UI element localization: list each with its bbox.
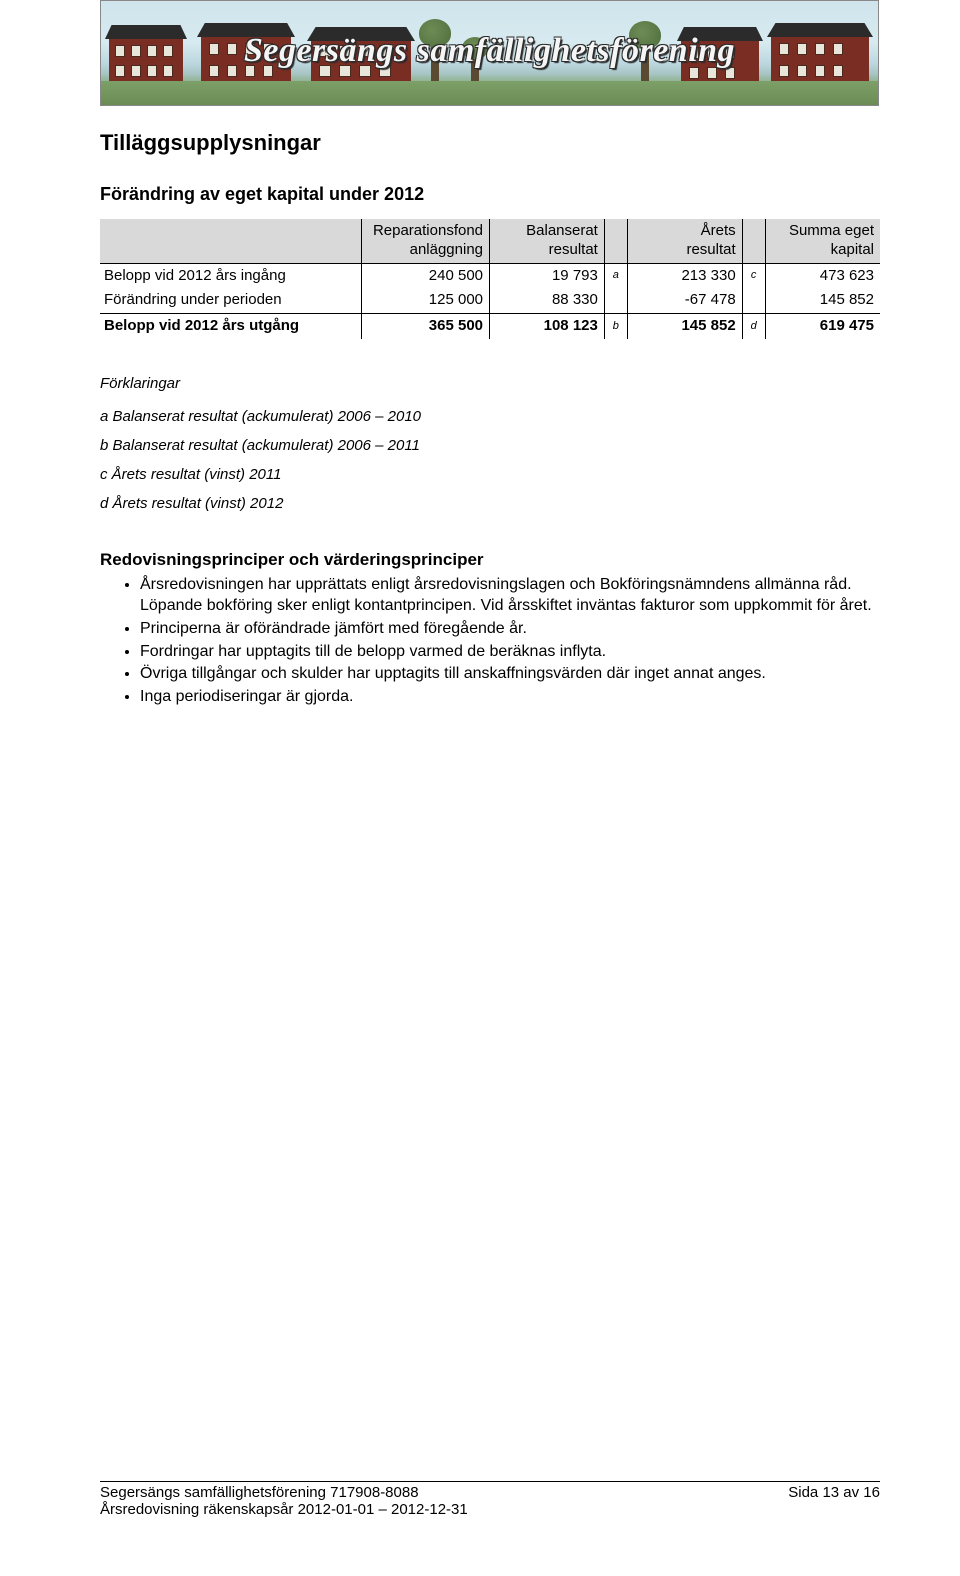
- banner-grass: [101, 81, 878, 105]
- row-label: Belopp vid 2012 års utgång: [100, 314, 361, 339]
- table-header-note: [604, 219, 627, 263]
- table-row: Belopp vid 2012 års ingång 240 500 19 79…: [100, 263, 880, 288]
- cell-value: 145 852: [627, 314, 742, 339]
- table-header-label: Summa egetkapital: [789, 222, 874, 260]
- footer-page-suffix: av 16: [839, 1484, 880, 1501]
- principles-block: Redovisningsprinciper och värderingsprin…: [100, 550, 880, 708]
- cell-value: 473 623: [765, 263, 880, 288]
- table-header: Åretsresultat: [627, 219, 742, 263]
- table-header-row: Reparationsfondanläggning Balanseratresu…: [100, 219, 880, 263]
- cell-value: 213 330: [627, 263, 742, 288]
- footer-page-number: 13: [822, 1484, 839, 1501]
- cell-value: 365 500: [361, 314, 490, 339]
- row-label: Förändring under perioden: [100, 288, 361, 313]
- table-header-empty: [100, 219, 361, 263]
- cell-note: b: [604, 314, 627, 339]
- list-item: Övriga tillgångar och skulder har upptag…: [140, 663, 880, 685]
- banner-title: Segersängs samfällighetsförening: [244, 32, 735, 70]
- footer-left: Segersängs samfällighetsförening 717908-…: [100, 1484, 468, 1518]
- cell-note: a: [604, 263, 627, 288]
- cell-note: [604, 288, 627, 313]
- equity-change-table: Reparationsfondanläggning Balanseratresu…: [100, 219, 880, 339]
- cell-value: 240 500: [361, 263, 490, 288]
- list-item: Fordringar har upptagits till de belopp …: [140, 641, 880, 663]
- table-row: Förändring under perioden 125 000 88 330…: [100, 288, 880, 313]
- cell-value: 125 000: [361, 288, 490, 313]
- explanation-item: b Balanserat resultat (ackumulerat) 2006…: [100, 437, 880, 454]
- explanations-block: Förklaringar a Balanserat resultat (acku…: [100, 375, 880, 512]
- cell-value: 88 330: [490, 288, 605, 313]
- list-item: Inga periodiseringar är gjorda.: [140, 686, 880, 708]
- principles-list: Årsredovisningen har upprättats enligt å…: [100, 574, 880, 708]
- explanation-item: d Årets resultat (vinst) 2012: [100, 495, 880, 512]
- banner-house: [771, 35, 869, 87]
- principles-heading: Redovisningsprinciper och värderingsprin…: [100, 550, 880, 570]
- table-header: Reparationsfondanläggning: [361, 219, 490, 263]
- explanations-header: Förklaringar: [100, 375, 880, 392]
- cell-value: 19 793: [490, 263, 605, 288]
- table-header-note: [742, 219, 765, 263]
- footer-org: Segersängs samfällighetsförening 717908-…: [100, 1484, 468, 1501]
- footer-period: Årsredovisning räkenskapsår 2012-01-01 –…: [100, 1501, 468, 1518]
- page-footer: Segersängs samfällighetsförening 717908-…: [100, 1481, 880, 1518]
- footer-right: Sida 13 av 16: [788, 1484, 880, 1518]
- list-item: Årsredovisningen har upprättats enligt å…: [140, 574, 880, 617]
- explanation-item: a Balanserat resultat (ackumulerat) 2006…: [100, 408, 880, 425]
- table-header-label: Balanseratresultat: [526, 222, 598, 260]
- cell-note: d: [742, 314, 765, 339]
- cell-value: 108 123: [490, 314, 605, 339]
- cell-note: c: [742, 263, 765, 288]
- header-banner: Segersängs samfällighetsförening: [100, 0, 879, 106]
- cell-note: [742, 288, 765, 313]
- sub-heading: Förändring av eget kapital under 2012: [100, 184, 880, 205]
- table-header: Summa egetkapital: [765, 219, 880, 263]
- cell-value: -67 478: [627, 288, 742, 313]
- footer-page-prefix: Sida: [788, 1484, 822, 1501]
- table-header-label: Åretsresultat: [686, 222, 735, 260]
- list-item: Principerna är oförändrade jämfört med f…: [140, 618, 880, 640]
- explanation-item: c Årets resultat (vinst) 2011: [100, 466, 880, 483]
- cell-value: 619 475: [765, 314, 880, 339]
- table-header-label: Reparationsfondanläggning: [373, 222, 483, 260]
- table-header: Balanseratresultat: [490, 219, 605, 263]
- cell-value: 145 852: [765, 288, 880, 313]
- section-heading: Tilläggsupplysningar: [100, 130, 880, 156]
- table-row-totals: Belopp vid 2012 års utgång 365 500 108 1…: [100, 314, 880, 339]
- banner-house: [109, 37, 183, 87]
- row-label: Belopp vid 2012 års ingång: [100, 263, 361, 288]
